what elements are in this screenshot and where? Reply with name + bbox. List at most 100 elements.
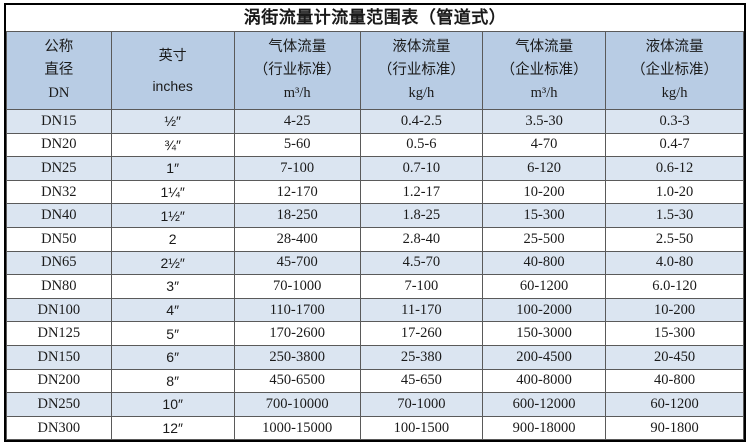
value-cell: 5″ bbox=[110, 321, 235, 346]
value-cell: 25-380 bbox=[359, 344, 484, 370]
column-header-line: （行业标准） bbox=[377, 62, 465, 79]
value-cell: 1.8-25 bbox=[359, 203, 484, 228]
column-header-line: m³/h bbox=[530, 85, 558, 102]
value-cell: 1¼″ bbox=[110, 179, 235, 205]
table-row-dn65: DN65 2½″ 45-700 4.5-70 40-800 4.0-80 bbox=[6, 250, 744, 276]
table-header: 公称 直径 DN 英寸 inches 气体流量 （行业标准） m³/h 液体流量 （行业标准） kg… bbox=[6, 31, 744, 110]
value-cell: 10″ bbox=[110, 392, 235, 417]
value-cell: 25-500 bbox=[482, 226, 607, 252]
value-cell: 18-250 bbox=[233, 203, 361, 228]
value-cell: 0.4-7 bbox=[605, 132, 744, 158]
column-header-line: inches bbox=[152, 77, 193, 94]
value-cell: 1000-15000 bbox=[233, 415, 361, 440]
value-cell: 1″ bbox=[110, 156, 235, 181]
value-cell: 2 bbox=[110, 226, 235, 252]
value-cell: 6-120 bbox=[482, 156, 607, 181]
table-title: 涡街流量计流量范围表（管道式） bbox=[6, 5, 744, 31]
flow-range-table: 涡街流量计流量范围表（管道式） 公称 直径 DN 英寸 inches 气体流量 （行业标准）… bbox=[4, 3, 746, 442]
value-cell: 150-3000 bbox=[482, 321, 607, 346]
table-row-dn20: DN20 ¾″ 5-60 0.5-6 4-70 0.4-7 bbox=[6, 132, 744, 158]
value-cell: 45-700 bbox=[233, 250, 361, 276]
value-cell: 1.0-20 bbox=[605, 179, 744, 205]
dn-cell: DN300 bbox=[6, 415, 112, 440]
table-row-dn40: DN40 1½″ 18-250 1.8-25 15-300 1.5-30 bbox=[6, 203, 744, 228]
value-cell: 60-1200 bbox=[605, 392, 744, 417]
value-cell: 45-650 bbox=[359, 368, 484, 394]
value-cell: 8″ bbox=[110, 368, 235, 394]
value-cell: 90-1800 bbox=[605, 415, 744, 440]
value-cell: 3.5-30 bbox=[482, 109, 607, 134]
value-cell: 250-3800 bbox=[233, 344, 361, 370]
table-row-dn125: DN125 5″ 170-2600 17-260 150-3000 15-300 bbox=[6, 321, 744, 346]
column-header-line: 英寸 bbox=[158, 47, 187, 64]
value-cell: 7-100 bbox=[233, 156, 361, 181]
column-header-line: kg/h bbox=[661, 85, 688, 102]
dn-cell: DN32 bbox=[6, 179, 112, 205]
column-header-line: 直径 bbox=[44, 62, 74, 79]
column-header-line: 公称 bbox=[44, 39, 74, 56]
table-row-dn25: DN25 1″ 7-100 0.7-10 6-120 0.6-12 bbox=[6, 156, 744, 181]
column-header-line: 液体流量 bbox=[392, 39, 451, 56]
value-cell: 70-1000 bbox=[359, 392, 484, 417]
column-header-liquid-enterprise: 液体流量 （企业标准） kg/h bbox=[605, 31, 744, 110]
value-cell: 3″ bbox=[110, 274, 235, 299]
value-cell: 0.6-12 bbox=[605, 156, 744, 181]
table-row-dn100: DN100 4″ 110-1700 11-170 100-2000 10-200 bbox=[6, 297, 744, 323]
value-cell: 100-2000 bbox=[482, 297, 607, 323]
value-cell: 15-300 bbox=[605, 321, 744, 346]
value-cell: 100-1500 bbox=[359, 415, 484, 440]
value-cell: 70-1000 bbox=[233, 274, 361, 299]
value-cell: 4.5-70 bbox=[359, 250, 484, 276]
value-cell: 4.0-80 bbox=[605, 250, 744, 276]
value-cell: 5-60 bbox=[233, 132, 361, 158]
value-cell: 2.8-40 bbox=[359, 226, 484, 252]
dn-cell: DN150 bbox=[6, 344, 112, 370]
value-cell: 1.5-30 bbox=[605, 203, 744, 228]
value-cell: 11-170 bbox=[359, 297, 484, 323]
value-cell: 7-100 bbox=[359, 274, 484, 299]
value-cell: 0.4-2.5 bbox=[359, 109, 484, 134]
dn-cell: DN50 bbox=[6, 226, 112, 252]
value-cell: 0.3-3 bbox=[605, 109, 744, 134]
value-cell: 60-1200 bbox=[482, 274, 607, 299]
value-cell: 110-1700 bbox=[233, 297, 361, 323]
value-cell: 2.5-50 bbox=[605, 226, 744, 252]
column-header-dn: 公称直径 DN bbox=[6, 31, 112, 110]
table-row-dn15: DN15 ½″ 4-25 0.4-2.5 3.5-30 0.3-3 bbox=[6, 109, 744, 134]
table-row-dn300: DN300 12″ 1000-15000 100-1500 900-18000 90-18… bbox=[6, 415, 744, 440]
dn-cell: DN25 bbox=[6, 156, 112, 181]
value-cell: ½″ bbox=[110, 109, 235, 134]
dn-cell: DN65 bbox=[6, 250, 112, 276]
value-cell: 40-800 bbox=[605, 368, 744, 394]
table-row-dn150: DN150 6″ 250-3800 25-380 200-4500 20-450 bbox=[6, 344, 744, 370]
table-row-dn50: DN50 2 28-400 2.8-40 25-500 2.5-50 bbox=[6, 226, 744, 252]
column-header-line: kg/h bbox=[408, 85, 435, 102]
value-cell: 2½″ bbox=[110, 250, 235, 276]
value-cell: 12″ bbox=[110, 415, 235, 440]
column-header-line: （行业标准） bbox=[253, 62, 341, 79]
column-header-inches: 英寸 inches bbox=[110, 31, 235, 110]
value-cell: 700-10000 bbox=[233, 392, 361, 417]
column-header-gas-enterprise: 气体流量 （企业标准） m³/h bbox=[482, 31, 607, 110]
value-cell: 4″ bbox=[110, 297, 235, 323]
column-header-line: DN bbox=[48, 85, 70, 102]
column-header-line: 气体流量 bbox=[515, 39, 574, 56]
value-cell: 450-6500 bbox=[233, 368, 361, 394]
table-row-dn32: DN32 1¼″ 12-170 1.2-17 10-200 1.0-20 bbox=[6, 179, 744, 205]
column-header-gas-industry: 气体流量 （行业标准） m³/h bbox=[233, 31, 361, 110]
value-cell: 1½″ bbox=[110, 203, 235, 228]
value-cell: 600-12000 bbox=[482, 392, 607, 417]
value-cell: 1.2-17 bbox=[359, 179, 484, 205]
value-cell: 40-800 bbox=[482, 250, 607, 276]
dn-cell: DN125 bbox=[6, 321, 112, 346]
dn-cell: DN200 bbox=[6, 368, 112, 394]
value-cell: 0.7-10 bbox=[359, 156, 484, 181]
value-cell: 28-400 bbox=[233, 226, 361, 252]
value-cell: 12-170 bbox=[233, 179, 361, 205]
column-header-line: （企业标准） bbox=[500, 62, 588, 79]
dn-cell: DN250 bbox=[6, 392, 112, 417]
value-cell: 0.5-6 bbox=[359, 132, 484, 158]
column-header-liquid-industry: 液体流量 （行业标准） kg/h bbox=[359, 31, 484, 110]
value-cell: 170-2600 bbox=[233, 321, 361, 346]
